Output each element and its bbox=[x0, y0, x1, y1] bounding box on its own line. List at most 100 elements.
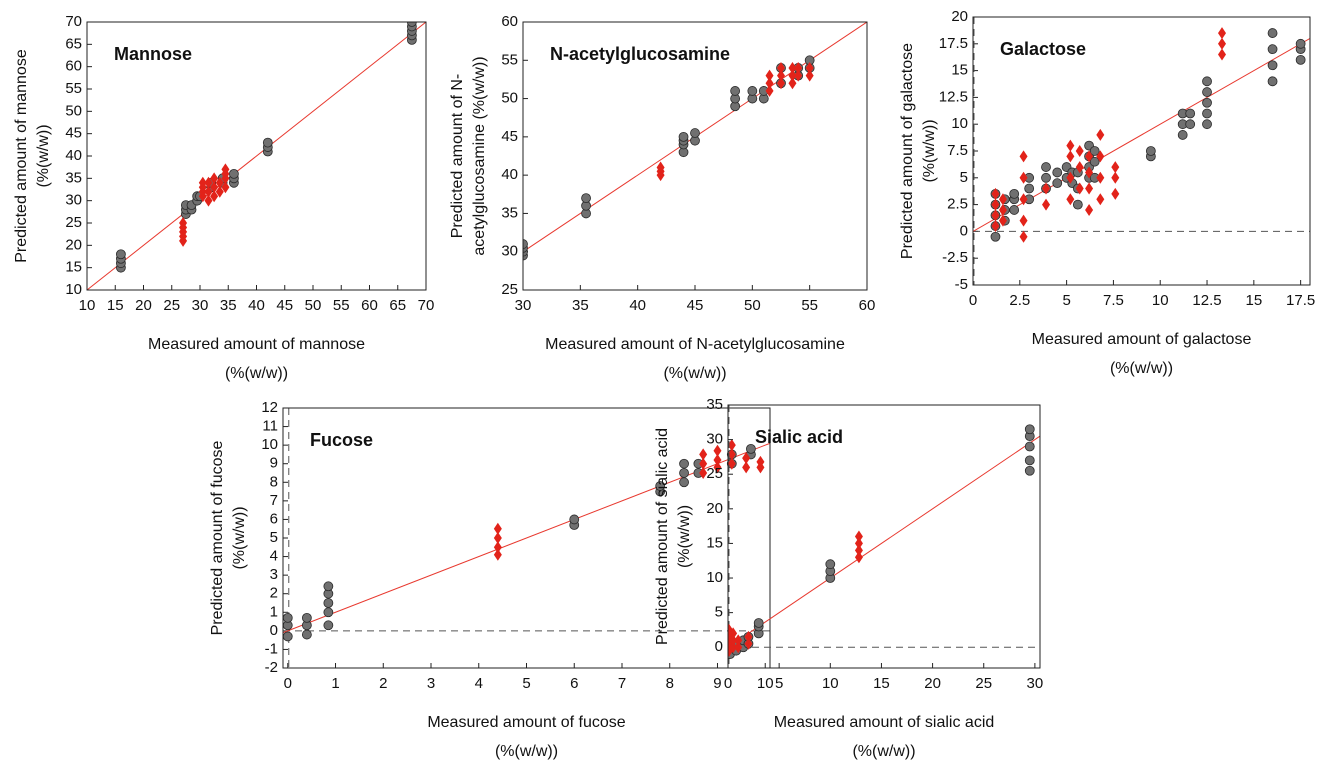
y-tick-label: 65 bbox=[65, 35, 82, 52]
point bbox=[1009, 188, 1020, 199]
point bbox=[1052, 178, 1063, 189]
point bbox=[1111, 187, 1120, 200]
panel-title: Galactose bbox=[1000, 39, 1086, 59]
y-tick-label: 5 bbox=[960, 169, 968, 186]
x-tick-label: 35 bbox=[572, 297, 589, 314]
point bbox=[854, 537, 863, 550]
x-tick-label: 20 bbox=[135, 297, 152, 314]
point bbox=[679, 477, 689, 488]
point bbox=[301, 629, 312, 640]
point bbox=[991, 220, 1000, 233]
point bbox=[323, 607, 334, 618]
y-tick-label: 7 bbox=[270, 492, 278, 509]
point bbox=[1052, 167, 1063, 178]
point bbox=[699, 448, 708, 461]
x-tick-label: 12.5 bbox=[1192, 292, 1221, 309]
point bbox=[1295, 54, 1306, 65]
point bbox=[1066, 193, 1075, 206]
point bbox=[1218, 48, 1227, 61]
point bbox=[210, 181, 219, 194]
point bbox=[1202, 87, 1212, 97]
y-axis-label: Predicted amount of mannose bbox=[13, 49, 30, 263]
point bbox=[1019, 193, 1028, 206]
y-tick-label: 8 bbox=[270, 473, 278, 490]
y-tick-label: 9 bbox=[270, 455, 278, 472]
y-axis-label: Predicted amount of N- bbox=[449, 74, 466, 239]
y-tick-label: 20 bbox=[951, 8, 968, 25]
point bbox=[493, 532, 502, 544]
point bbox=[825, 559, 836, 570]
chart-panel: 0 1 2 3 4 5 6 7 8 9 10-2-10123456789101112FucoseMe… bbox=[209, 399, 773, 760]
point bbox=[742, 452, 751, 465]
point bbox=[1267, 28, 1278, 38]
x-axis-label: (%(w/w)) bbox=[663, 365, 726, 382]
y-tick-label: 35 bbox=[706, 396, 723, 413]
point bbox=[1085, 203, 1094, 216]
point bbox=[656, 161, 665, 174]
point bbox=[406, 22, 417, 27]
point bbox=[1267, 44, 1278, 55]
x-tick-label: 40 bbox=[248, 297, 265, 314]
point bbox=[729, 634, 738, 647]
point bbox=[747, 86, 758, 96]
point bbox=[765, 84, 774, 97]
x-tick-label: 5 bbox=[1062, 292, 1070, 309]
y-tick-label: 10 bbox=[65, 281, 82, 298]
x-tick-label: 10 bbox=[1152, 292, 1169, 309]
y-tick-label: 0 bbox=[270, 622, 278, 639]
x-tick-label: 70 bbox=[418, 297, 435, 314]
y-axis-label: Predicted amount of galactose bbox=[899, 43, 916, 259]
y-tick-label: 4 bbox=[270, 548, 278, 565]
chart-panel: 30 35 40 45 50 55 602530354045505560N-acetylgl… bbox=[449, 13, 875, 382]
panel-title: Sialic acid bbox=[755, 427, 843, 447]
y-axis-label: (%(w/w)) bbox=[676, 505, 693, 568]
point bbox=[1042, 182, 1051, 195]
point bbox=[1075, 182, 1084, 195]
point bbox=[493, 548, 502, 561]
y-axis-label: (%(w/w)) bbox=[921, 119, 938, 182]
point bbox=[1075, 145, 1084, 157]
point bbox=[1202, 108, 1212, 119]
y-tick-label: 30 bbox=[65, 192, 82, 209]
point bbox=[1072, 199, 1083, 210]
point bbox=[678, 131, 689, 142]
point bbox=[1019, 214, 1028, 227]
point bbox=[1185, 119, 1196, 130]
x-tick-label: 35 bbox=[220, 297, 237, 314]
y-tick-label: 25 bbox=[65, 214, 82, 231]
y-tick-label: 25 bbox=[501, 281, 518, 298]
point bbox=[727, 457, 736, 470]
x-axis-label: Measured amount of galactose bbox=[1032, 331, 1252, 348]
plot-area bbox=[973, 17, 1310, 285]
point bbox=[679, 468, 689, 478]
point bbox=[1089, 156, 1100, 167]
y-tick-label: 50 bbox=[65, 102, 82, 119]
y-tick-label: 5 bbox=[270, 529, 278, 546]
point bbox=[765, 69, 774, 82]
point bbox=[1096, 193, 1105, 206]
y-tick-label: -5 bbox=[955, 276, 968, 293]
point bbox=[210, 172, 219, 185]
y-axis-label: (%(w/w)) bbox=[35, 124, 52, 187]
y-axis-label: Predicted amount of sialic acid bbox=[654, 428, 671, 645]
point bbox=[794, 69, 803, 82]
plot-frame bbox=[282, 407, 771, 669]
point bbox=[215, 176, 224, 189]
point bbox=[756, 455, 765, 468]
plot-area bbox=[87, 22, 426, 290]
y-tick-label: 2 bbox=[270, 585, 278, 602]
y-tick-label: 55 bbox=[65, 80, 82, 97]
point bbox=[323, 598, 334, 608]
x-tick-label: 50 bbox=[305, 297, 322, 314]
point bbox=[1024, 465, 1035, 476]
point bbox=[744, 630, 753, 643]
point bbox=[744, 637, 753, 650]
x-tick-label: 2.5 bbox=[1009, 292, 1030, 309]
y-axis-label: Predicted amount of fucose bbox=[209, 441, 226, 636]
point bbox=[1096, 171, 1105, 184]
point bbox=[788, 77, 797, 90]
point bbox=[283, 631, 293, 642]
point bbox=[198, 176, 207, 189]
point bbox=[1111, 161, 1120, 174]
